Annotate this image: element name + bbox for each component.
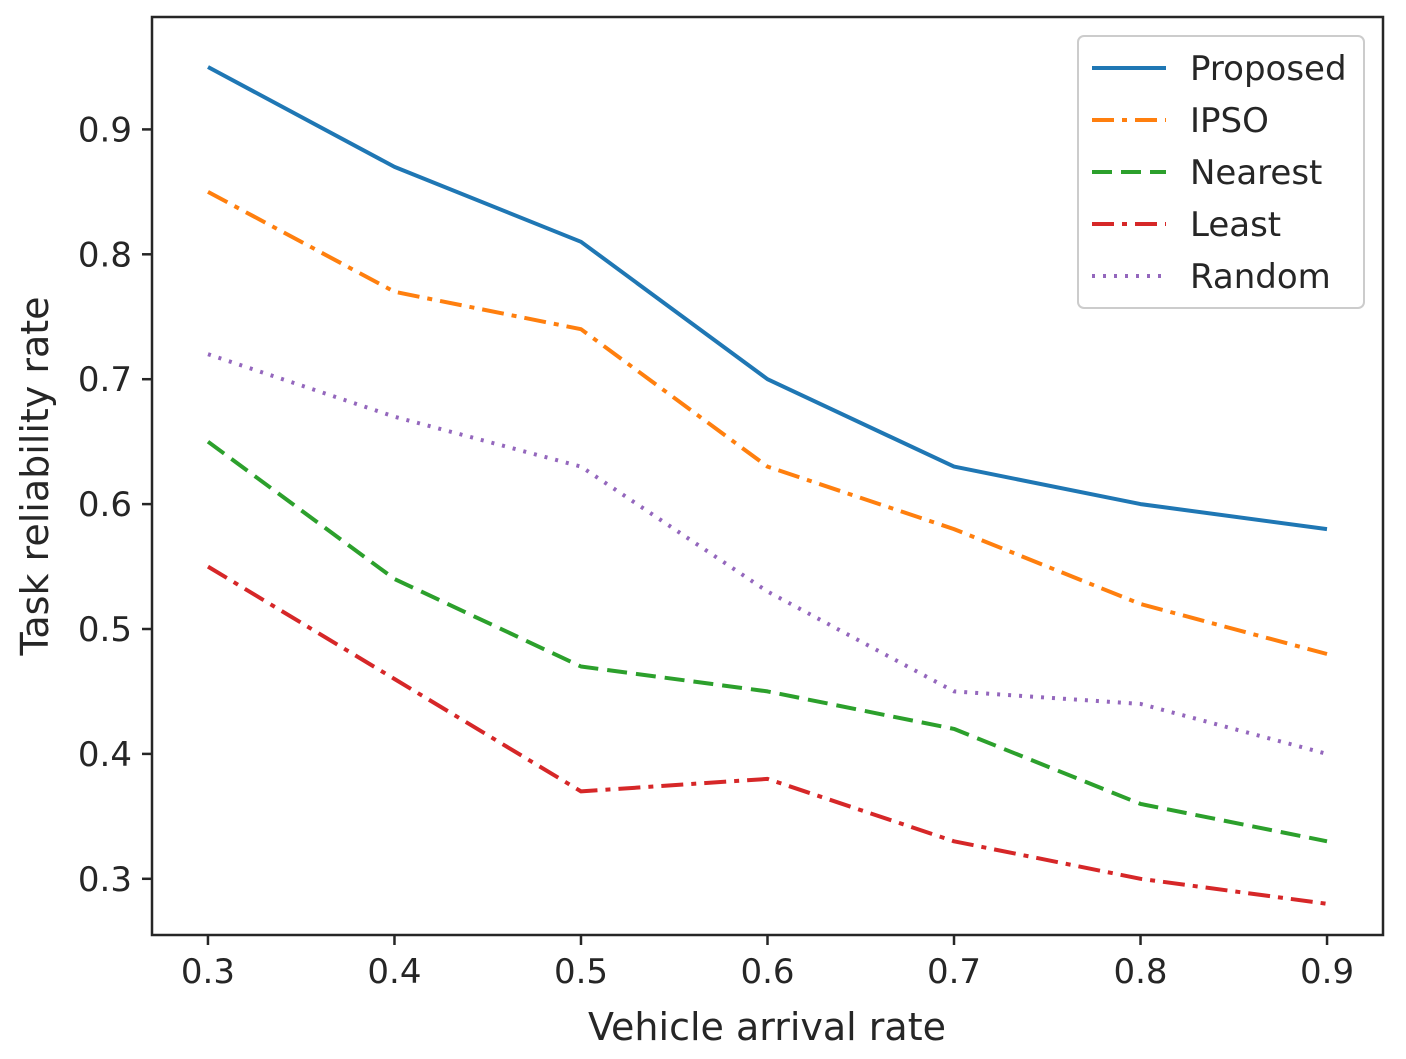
series-line-proposed [207,65,1328,532]
plot-lines [206,65,1328,906]
x-tick-label: 0.5 [554,952,608,992]
y-axis-ticks: 0.3 0.4 0.5 0.6 0.7 0.8 0.9 [78,110,152,900]
y-tick-label: 0.8 [78,235,132,275]
y-tick-label: 0.4 [78,735,132,775]
series-line-ipso [207,190,1328,656]
legend: Proposed IPSO Nearest Least Random [1077,35,1365,309]
y-tick-label: 0.3 [78,860,132,900]
series-line-least [206,564,1328,906]
series-line-nearest [206,440,1328,844]
legend-label-random: Random [1190,257,1331,297]
x-tick-label: 0.7 [927,952,981,992]
x-tick-label: 0.6 [740,952,794,992]
y-tick-label: 0.6 [78,485,132,525]
legend-box [1077,35,1365,309]
legend-label-proposed: Proposed [1190,49,1347,89]
x-tick-label: 0.9 [1300,952,1354,992]
y-tick-label: 0.5 [78,610,132,650]
x-axis-label: Vehicle arrival rate [588,1005,946,1049]
y-tick-label: 0.9 [78,110,132,150]
x-tick-label: 0.4 [367,952,421,992]
legend-label-least: Least [1190,205,1281,245]
y-axis-label: Task reliability rate [13,296,57,656]
x-tick-label: 0.3 [181,952,235,992]
x-axis-ticks: 0.3 0.4 0.5 0.6 0.7 0.8 0.9 [181,935,1354,992]
legend-label-ipso: IPSO [1190,101,1269,141]
legend-label-nearest: Nearest [1190,153,1322,193]
x-tick-label: 0.8 [1113,952,1167,992]
y-tick-label: 0.7 [78,360,132,400]
series-line-random [207,352,1328,756]
